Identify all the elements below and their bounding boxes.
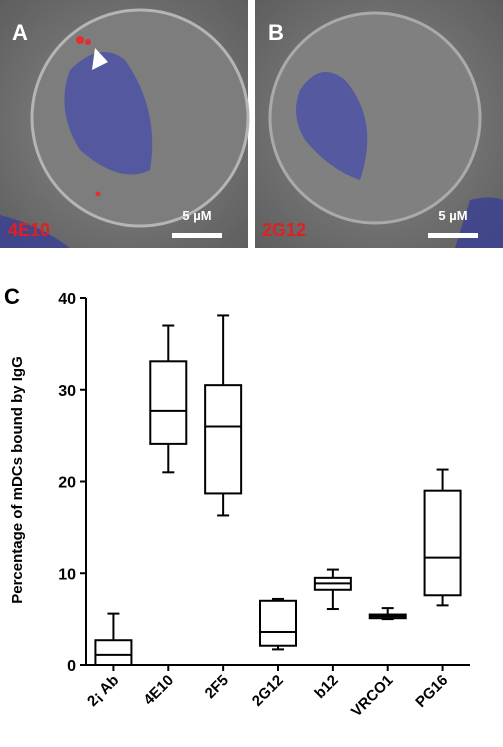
box (94, 639, 133, 666)
panel-label: B (268, 20, 284, 45)
plot: 0 10 20 30 40 2¡ Ab 4E10 2F5 2G12 b12 VRCO1 PG16 (58, 291, 470, 720)
x-tick-label: PG16 (412, 672, 451, 711)
box (149, 360, 188, 445)
x-tick-label: 2¡ Ab (84, 672, 122, 710)
x-tick-label: b12 (311, 672, 341, 702)
y-tick-label: 20 (58, 475, 76, 492)
y-tick-label: 0 (67, 658, 76, 675)
micrograph-b: B 2G12 5 µM (255, 0, 503, 248)
box (259, 599, 297, 647)
box (423, 489, 462, 597)
scale-label: 5 µM (182, 208, 211, 223)
stain-label: 4E10 (8, 220, 50, 240)
x-tick-label: 2F5 (202, 672, 232, 702)
y-tick-label: 40 (58, 291, 76, 308)
x-tick-label: 4E10 (140, 672, 177, 709)
micrograph-a: A 4E10 5 µM (0, 0, 250, 248)
x-tick-label: VRCO1 (348, 672, 397, 721)
panel-label: A (12, 20, 28, 45)
y-tick-label: 10 (58, 566, 76, 583)
y-tick-label: 30 (58, 383, 76, 400)
box (204, 384, 243, 495)
stain-label: 2G12 (262, 220, 306, 240)
y-axis-label: Percentage of mDCs bound by IgG (9, 356, 26, 604)
scale-label: 5 µM (438, 208, 467, 223)
panel-label: C (4, 284, 20, 309)
x-tick-label: 2G12 (249, 672, 287, 710)
